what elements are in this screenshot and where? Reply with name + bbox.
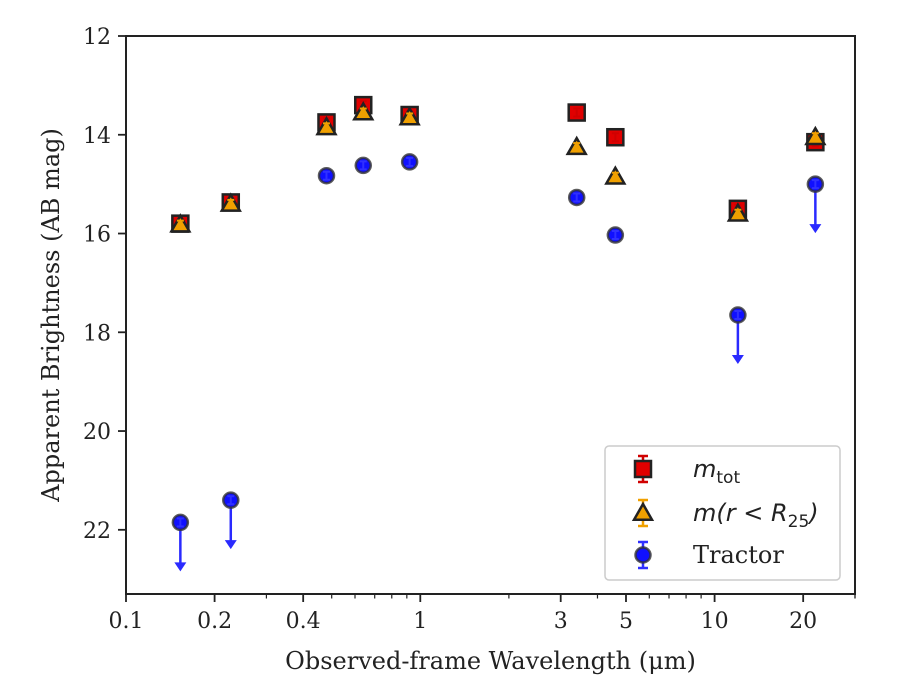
- legend-marker-circle: [634, 546, 652, 564]
- x-tick-label: 20: [789, 609, 817, 634]
- upper-limit-arrowhead: [809, 224, 822, 234]
- x-tick-label: 0.4: [286, 609, 321, 634]
- y-tick-label: 18: [83, 321, 111, 346]
- y-tick-label: 16: [83, 223, 111, 248]
- legend-label-suffix: ): [807, 499, 818, 527]
- x-tick-label: 5: [619, 609, 633, 634]
- upper-limit-arrowhead: [224, 540, 237, 550]
- legend: mtot m(r < R25) Tractor: [604, 445, 841, 581]
- y-axis-ticks: 12 14 16 18 20 22: [83, 25, 126, 544]
- x-axis-ticks: 0.1 0.2 0.4 1 3 5 10 20: [109, 594, 856, 634]
- data-points: [169, 95, 827, 572]
- legend-label-main: m(r < R: [693, 499, 788, 527]
- legend-label-main: m: [693, 455, 716, 483]
- x-tick-label: 10: [701, 609, 729, 634]
- y-tick-label: 14: [83, 124, 111, 149]
- legend-label: mtot: [693, 455, 740, 488]
- upper-limit-arrowhead: [731, 355, 744, 364]
- y-axis-title: Apparent Brightness (AB mag): [37, 128, 65, 503]
- x-tick-label: 0.1: [109, 609, 144, 634]
- plot-frame: [125, 35, 856, 595]
- x-tick-label: 0.2: [197, 609, 232, 634]
- x-tick-label: 3: [554, 609, 568, 634]
- y-tick-label: 20: [83, 420, 111, 445]
- legend-box: [604, 445, 841, 581]
- x-tick-label: 1: [413, 609, 427, 634]
- series-circle: [171, 153, 825, 572]
- legend-marker-triangle: [631, 501, 655, 521]
- legend-label-sub: tot: [716, 468, 740, 488]
- x-axis-title: Observed-frame Wavelength (μm): [285, 647, 696, 675]
- legend-marker-square: [633, 459, 653, 479]
- legend-label: Tractor: [693, 541, 784, 569]
- series-triangle: [169, 101, 827, 233]
- y-tick-label: 12: [83, 25, 111, 50]
- legend-label-sub: 25: [788, 512, 810, 532]
- legend-label: m(r < R25): [693, 499, 819, 532]
- y-tick-label: 22: [83, 519, 111, 544]
- upper-limit-arrowhead: [174, 562, 187, 572]
